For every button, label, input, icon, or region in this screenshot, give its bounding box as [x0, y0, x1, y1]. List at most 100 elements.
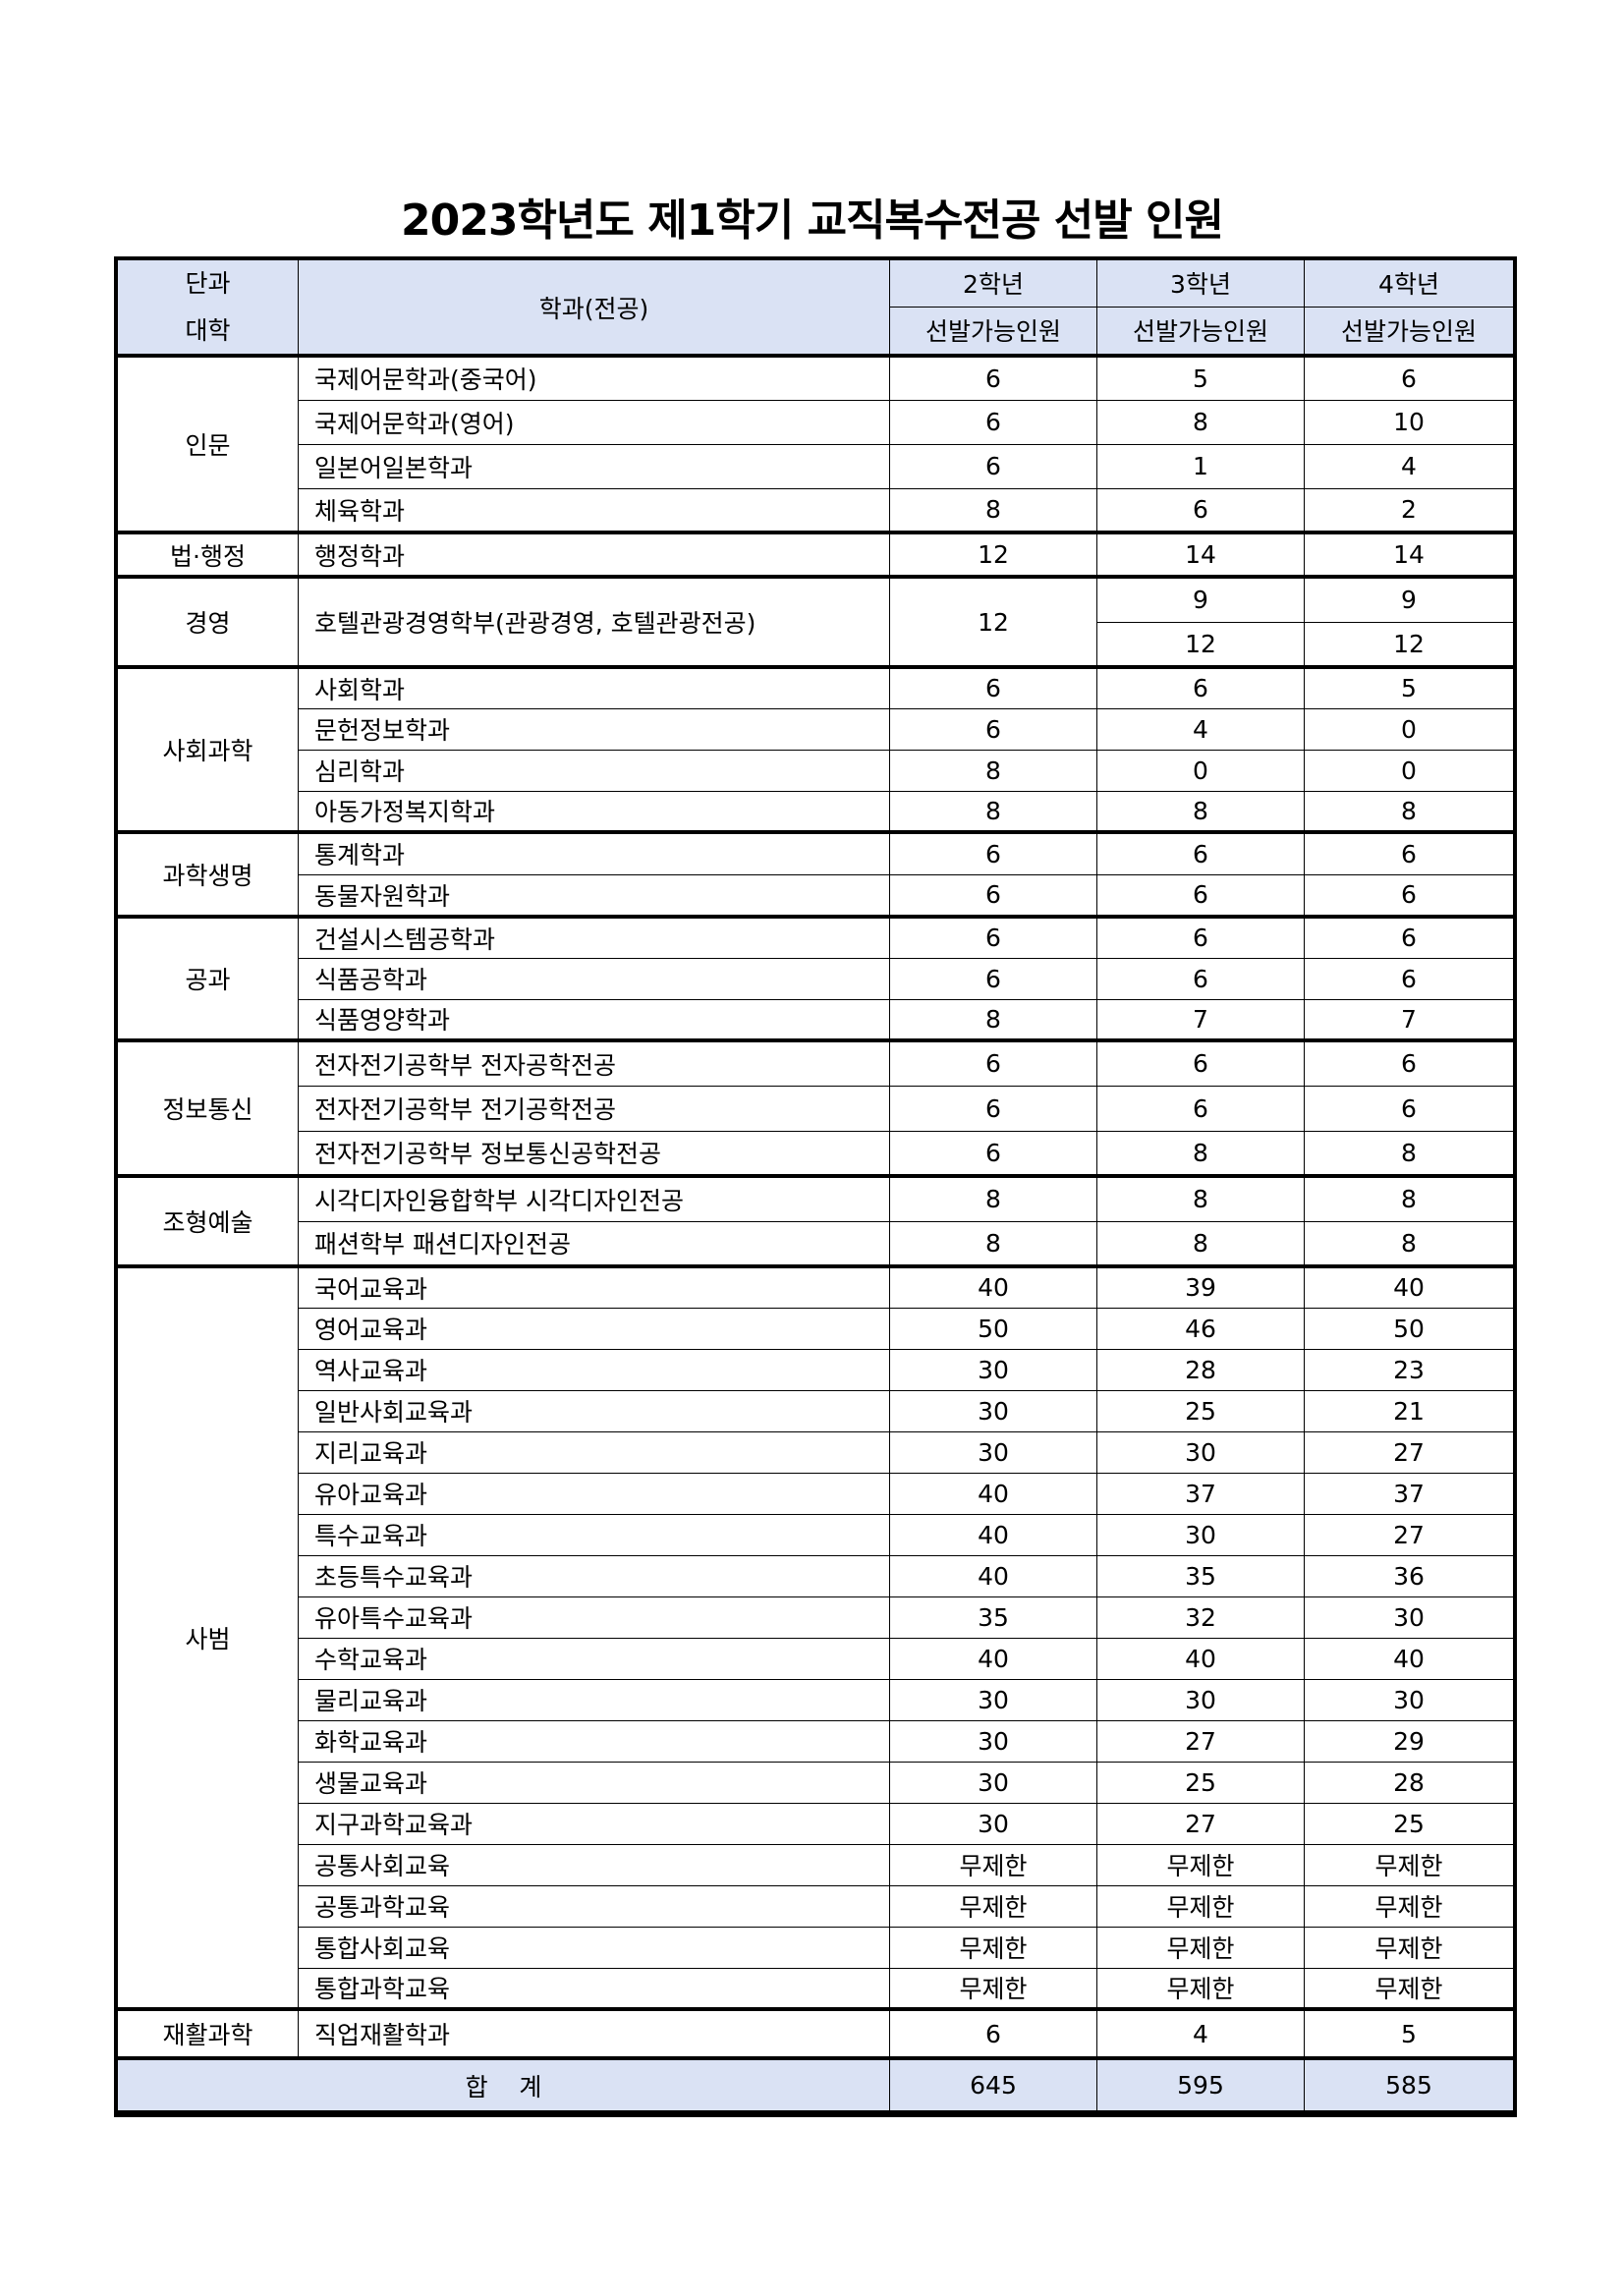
value-year-4: 14	[1304, 531, 1514, 578]
total-year-3: 595	[1096, 2056, 1305, 2114]
table-row: 화학교육과 30 27 29	[118, 1719, 1514, 1763]
value-year-3: 4	[1096, 2007, 1305, 2059]
value-year-2: 6	[889, 707, 1097, 751]
value-year-3: 27	[1096, 1802, 1305, 1845]
value-year-2: 12	[889, 531, 1097, 578]
dept-cell: 직업재활학과	[298, 2007, 890, 2059]
table-row: 체육학과 8 6 2	[118, 487, 1514, 533]
value-year-3: 5	[1096, 354, 1305, 401]
value-year-2: 무제한	[889, 1843, 1097, 1886]
table-row: 초등특수교육과 40 35 36	[118, 1554, 1514, 1597]
value-year-2: 6	[889, 957, 1097, 1000]
value-year-2: 8	[889, 790, 1097, 833]
table-row: 공통과학교육 무제한 무제한 무제한	[118, 1884, 1514, 1928]
value-year-2: 6	[889, 1038, 1097, 1087]
dept-cell: 초등특수교육과	[298, 1554, 890, 1597]
dept-cell: 동물자원학과	[298, 873, 890, 918]
total-year-2: 645	[889, 2056, 1097, 2114]
table-row: 심리학과 8 0 0	[118, 749, 1514, 792]
dept-cell: 행정학과	[298, 531, 890, 578]
table-row: 생물교육과 30 25 28	[118, 1761, 1514, 1804]
header-year-4: 4학년	[1304, 259, 1514, 308]
table-row: 특수교육과 40 30 27	[118, 1513, 1514, 1556]
value-year-4: 8	[1304, 1130, 1514, 1177]
value-year-2: 30	[889, 1430, 1097, 1474]
value-year-2: 30	[889, 1719, 1097, 1763]
value-year-2: 30	[889, 1348, 1097, 1391]
dept-cell: 물리교육과	[298, 1678, 890, 1721]
dept-cell: 생물교육과	[298, 1761, 890, 1804]
college-cell: 사범	[117, 1264, 299, 2010]
value-year-3: 무제한	[1096, 1843, 1305, 1886]
value-year-2: 6	[889, 1130, 1097, 1177]
value-year-3: 32	[1096, 1596, 1305, 1639]
value-year-2: 12	[889, 575, 1097, 668]
value-year-4: 8	[1304, 1174, 1514, 1222]
dept-cell: 통합과학교육	[298, 1967, 890, 2010]
value-year-3: 28	[1096, 1348, 1305, 1391]
value-year-2: 6	[889, 830, 1097, 875]
table-row: 지구과학교육과 30 27 25	[118, 1802, 1514, 1845]
value-year-2: 8	[889, 1220, 1097, 1267]
dept-cell: 일반사회교육과	[298, 1389, 890, 1432]
dept-cell: 전자전기공학부 전기공학전공	[298, 1085, 890, 1132]
value-year-2: 6	[889, 1085, 1097, 1132]
value-year-4: 36	[1304, 1554, 1514, 1597]
table-row: 12 12	[118, 621, 1514, 668]
college-cell: 정보통신	[117, 1038, 299, 1177]
college-cell: 재활과학	[117, 2007, 299, 2059]
table-row: 과학생명 통계학과 6 6 6	[117, 830, 1514, 918]
value-year-3: 35	[1096, 1554, 1305, 1597]
value-year-4: 23	[1304, 1348, 1514, 1391]
value-year-4: 28	[1304, 1761, 1514, 1804]
dept-cell: 전자전기공학부 정보통신공학전공	[298, 1130, 890, 1177]
value-year-2: 6	[889, 915, 1097, 959]
value-year-4: 4	[1304, 443, 1514, 489]
value-year-4: 29	[1304, 1719, 1514, 1763]
dept-cell: 호텔관광경영학부(관광경영, 호텔관광전공)	[298, 575, 890, 668]
value-year-4: 40	[1304, 1637, 1514, 1680]
value-year-4: 30	[1304, 1596, 1514, 1639]
value-year-3: 25	[1096, 1761, 1305, 1804]
dept-cell: 공통과학교육	[298, 1884, 890, 1928]
value-year-3: 8	[1096, 1130, 1305, 1177]
header-college: 단과 대학	[117, 259, 299, 357]
table-row: 식품영양학과 8 7 7	[118, 998, 1514, 1041]
value-year-4: 25	[1304, 1802, 1514, 1845]
value-year-2: 6	[889, 354, 1097, 401]
table-row: 전자전기공학부 정보통신공학전공 6 8 8	[118, 1130, 1514, 1177]
header-sub: 선발가능인원	[1096, 306, 1305, 358]
value-year-4: 6	[1304, 830, 1514, 875]
value-year-4: 5	[1304, 665, 1514, 709]
table-row: 물리교육과 30 30 30	[118, 1678, 1514, 1721]
dept-cell: 수학교육과	[298, 1637, 890, 1680]
header-dept: 학과(전공)	[298, 259, 890, 357]
value-year-4: 40	[1304, 1264, 1514, 1309]
value-year-2: 6	[889, 665, 1097, 709]
dept-cell: 전자전기공학부 전자공학전공	[298, 1038, 890, 1087]
table-row: 지리교육과 30 30 27	[118, 1430, 1514, 1474]
value-year-2: 무제한	[889, 1967, 1097, 2010]
value-year-2: 40	[889, 1264, 1097, 1309]
dept-cell: 통계학과	[298, 830, 890, 875]
value-year-4: 9	[1304, 575, 1514, 623]
table-body: 인문 국제어문학과(중국어) 6 5 6 국제어문학과(영어) 6 8 10 일본어일본학과 6 1 4…	[117, 354, 1514, 2114]
table-row: 패션학부 패션디자인전공 8 8 8	[118, 1220, 1514, 1267]
table-row: 식품공학과 6 6 6	[118, 957, 1514, 1000]
value-year-3: 8	[1096, 790, 1305, 833]
dept-cell: 식품공학과	[298, 957, 890, 1000]
value-year-3: 무제한	[1096, 1884, 1305, 1928]
college-cell: 조형예술	[117, 1174, 299, 1267]
value-year-3: 30	[1096, 1678, 1305, 1721]
selection-quota-table: 단과 대학 학과(전공) 2학년 3학년 4학년 선발가능인원 선발가능인원 선발…	[114, 256, 1517, 2117]
value-year-4: 6	[1304, 1085, 1514, 1132]
table-row: 공통사회교육 무제한 무제한 무제한	[118, 1843, 1514, 1886]
value-year-3: 0	[1096, 749, 1305, 792]
table-row: 영어교육과 50 46 50	[118, 1307, 1514, 1350]
table-row: 국제어문학과(영어) 6 8 10	[118, 399, 1514, 445]
value-year-3: 7	[1096, 998, 1305, 1041]
dept-cell: 아동가정복지학과	[298, 790, 890, 833]
value-year-3: 6	[1096, 1038, 1305, 1087]
value-year-2: 8	[889, 998, 1097, 1041]
value-year-4: 10	[1304, 399, 1514, 445]
